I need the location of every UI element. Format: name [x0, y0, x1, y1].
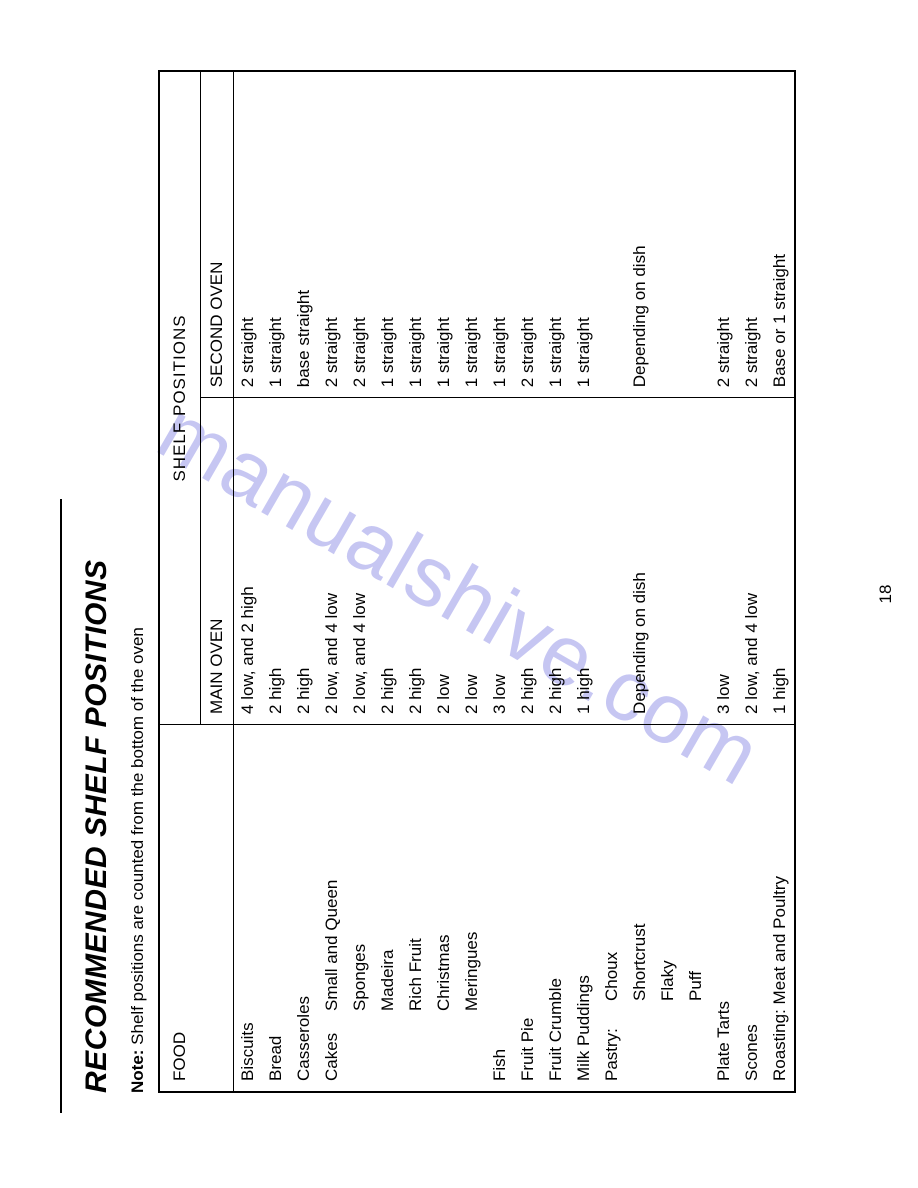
second-cell: 1 straight [434, 317, 453, 387]
table-row: Meringues 2 low 1 straight [458, 71, 486, 1092]
food-cell: Biscuits [238, 1022, 257, 1081]
food-sub-cell: Puff [686, 971, 705, 1001]
main-cell: 1 high [574, 668, 593, 714]
second-cell: 2 straight [518, 317, 537, 387]
table-row: Fruit Crumble 2 high 1 straight [542, 71, 570, 1092]
table-row: Flaky [654, 71, 682, 1092]
main-cell: 2 low [434, 674, 453, 714]
food-sub-cell: Rich Fruit [406, 938, 425, 1011]
col-header-main-oven: MAIN OVEN [201, 398, 234, 725]
table-row: Madeira 2 high 1 straight [374, 71, 402, 1092]
note-text: Shelf positions are counted from the bot… [128, 627, 147, 1049]
main-cell: 2 low, and 4 low [322, 593, 341, 714]
table-row: Puff [682, 71, 710, 1092]
top-rule [60, 499, 62, 1113]
table-row: Shortcrust Depending on dish Depending o… [626, 71, 654, 1092]
food-cell: Fruit Crumble [546, 978, 565, 1081]
table-header-row-1: FOOD SHELF POSITIONS [159, 71, 201, 1092]
second-cell: 2 straight [714, 317, 733, 387]
food-sub-cell: Choux [602, 952, 621, 1001]
table-row: Biscuits 4 low, and 2 high 2 straight [234, 71, 263, 1092]
second-cell: base straight [294, 290, 313, 387]
food-sub-cell: Madeira [378, 950, 397, 1011]
food-cell: Milk Puddings [574, 975, 593, 1081]
food-cell: Roasting: Meat and Poultry [770, 876, 789, 1081]
food-sub-cell: Small and Queen [322, 880, 341, 1011]
food-group-label: Pastry: [602, 1001, 622, 1081]
table-row: Fruit Pie 2 high 2 straight [514, 71, 542, 1092]
food-sub-cell: Meringues [462, 932, 481, 1011]
table-row: Rich Fruit 2 high 1 straight [402, 71, 430, 1092]
second-cell: 2 straight [238, 317, 257, 387]
table-row: Roasting: Meat and Poultry 1 high Base o… [766, 71, 795, 1092]
shelf-positions-table: FOOD SHELF POSITIONS MAIN OVEN SECOND OV… [158, 70, 796, 1093]
main-cell: 1 high [770, 668, 789, 714]
page-title: RECOMMENDED SHELF POSITIONS [80, 70, 114, 1093]
table-row: Pastry:Choux [598, 71, 626, 1092]
main-cell: 4 low, and 2 high [238, 586, 257, 714]
second-cell: Depending on dish [630, 245, 649, 387]
second-cell: 1 straight [266, 317, 285, 387]
main-cell: 2 low, and 4 low [350, 593, 369, 714]
rotated-content: RECOMMENDED SHELF POSITIONS Note: Shelf … [0, 0, 918, 1188]
main-cell: 2 low, and 4 low [742, 593, 761, 714]
main-cell: 2 high [266, 668, 285, 714]
col-header-shelf-positions: SHELF POSITIONS [159, 71, 201, 724]
food-sub-cell: Christmas [434, 934, 453, 1011]
page: manualshive.com RECOMMENDED SHELF POSITI… [0, 0, 918, 1188]
food-cell: Plate Tarts [714, 1001, 733, 1081]
main-cell: 2 high [378, 668, 397, 714]
food-cell: Fruit Pie [518, 1018, 537, 1081]
food-cell: Bread [266, 1036, 285, 1081]
main-cell: 2 high [518, 668, 537, 714]
main-cell: 2 low [462, 674, 481, 714]
note-label: Note: [128, 1050, 147, 1093]
table-row: Milk Puddings 1 high 1 straight [570, 71, 598, 1092]
col-header-second-oven: SECOND OVEN [201, 71, 234, 398]
table-row: CakesSmall and Queen 2 low, and 4 low 2 … [318, 71, 346, 1092]
table-row: Plate Tarts 3 low 2 straight [710, 71, 738, 1092]
food-sub-cell: Flaky [658, 960, 677, 1001]
second-cell: 2 straight [350, 317, 369, 387]
note-line: Note: Shelf positions are counted from t… [128, 70, 148, 1093]
second-cell: 1 straight [406, 317, 425, 387]
second-cell: Base or 1 straight [770, 254, 789, 387]
main-cell: Depending on dish [630, 572, 649, 714]
second-cell: 2 straight [322, 317, 341, 387]
main-cell: 2 high [294, 668, 313, 714]
food-cell: Scones [742, 1024, 761, 1081]
page-number: 18 [876, 585, 896, 604]
table-row: Casseroles 2 high base straight [290, 71, 318, 1092]
food-sub-cell: Shortcrust [630, 924, 649, 1001]
main-cell: 2 high [546, 668, 565, 714]
table-row: Fish 3 low 1 straight [486, 71, 514, 1092]
table-row: Bread 2 high 1 straight [262, 71, 290, 1092]
main-cell: 3 low [714, 674, 733, 714]
main-cell: 3 low [490, 674, 509, 714]
food-cell: Fish [490, 1049, 509, 1081]
food-cell: Casseroles [294, 996, 313, 1081]
main-cell: 2 high [406, 668, 425, 714]
table-row: Scones 2 low, and 4 low 2 straight [738, 71, 766, 1092]
second-cell: 1 straight [490, 317, 509, 387]
second-cell: 2 straight [742, 317, 761, 387]
table-row: Christmas 2 low 1 straight [430, 71, 458, 1092]
second-cell: 1 straight [546, 317, 565, 387]
table-row: Sponges 2 low, and 4 low 2 straight [346, 71, 374, 1092]
food-group-label: Cakes [322, 1011, 342, 1081]
second-cell: 1 straight [462, 317, 481, 387]
col-header-food: FOOD [159, 724, 234, 1092]
second-cell: 1 straight [378, 317, 397, 387]
food-sub-cell: Sponges [350, 944, 369, 1011]
second-cell: 1 straight [574, 317, 593, 387]
